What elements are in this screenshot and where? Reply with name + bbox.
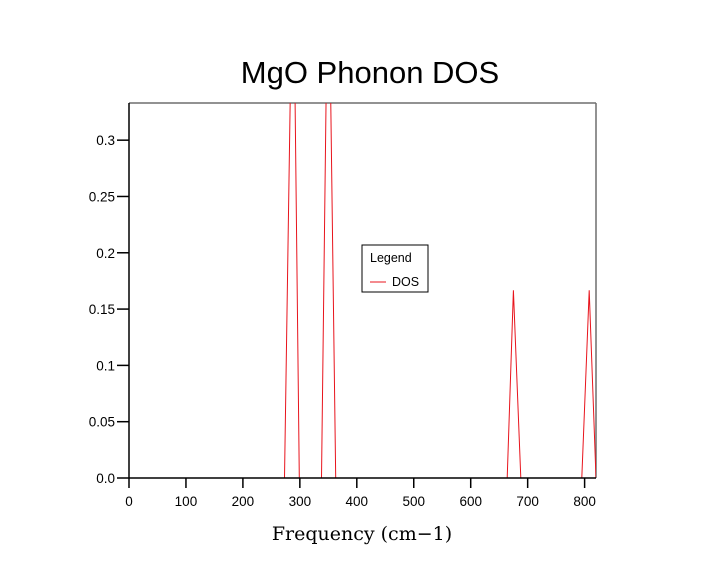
y-tick-label: 0.3 <box>96 133 115 148</box>
x-tick-label: 500 <box>402 494 425 509</box>
x-axis-label: Frequency (cm−1) <box>272 523 452 545</box>
y-tick-label: 0.25 <box>89 189 115 204</box>
legend-box <box>361 244 429 293</box>
x-tick-label: 200 <box>232 494 255 509</box>
legend-label-dos: DOS <box>392 275 419 289</box>
y-tick-label: 0.1 <box>96 358 115 373</box>
legend-title: Legend <box>370 251 412 265</box>
x-tick-label: 100 <box>175 494 198 509</box>
x-tick-label: 0 <box>125 494 133 509</box>
legend: Legend DOS <box>361 244 429 293</box>
y-tick-label: 0.15 <box>89 302 115 317</box>
x-tick-label: 300 <box>289 494 312 509</box>
chart-title: MgO Phonon DOS <box>241 55 499 90</box>
plot-area: 0 100 200 300 400 500 600 700 800 0.0 0.05 0.1 0.15… <box>89 102 597 509</box>
x-tick-label: 400 <box>346 494 369 509</box>
y-tick-label: 0.2 <box>96 246 115 261</box>
y-tick-label: 0.05 <box>89 415 115 430</box>
x-tick-label: 700 <box>516 494 539 509</box>
x-tick-label: 800 <box>573 494 596 509</box>
y-tick-label: 0.0 <box>96 471 115 486</box>
x-tick-label: 600 <box>459 494 482 509</box>
